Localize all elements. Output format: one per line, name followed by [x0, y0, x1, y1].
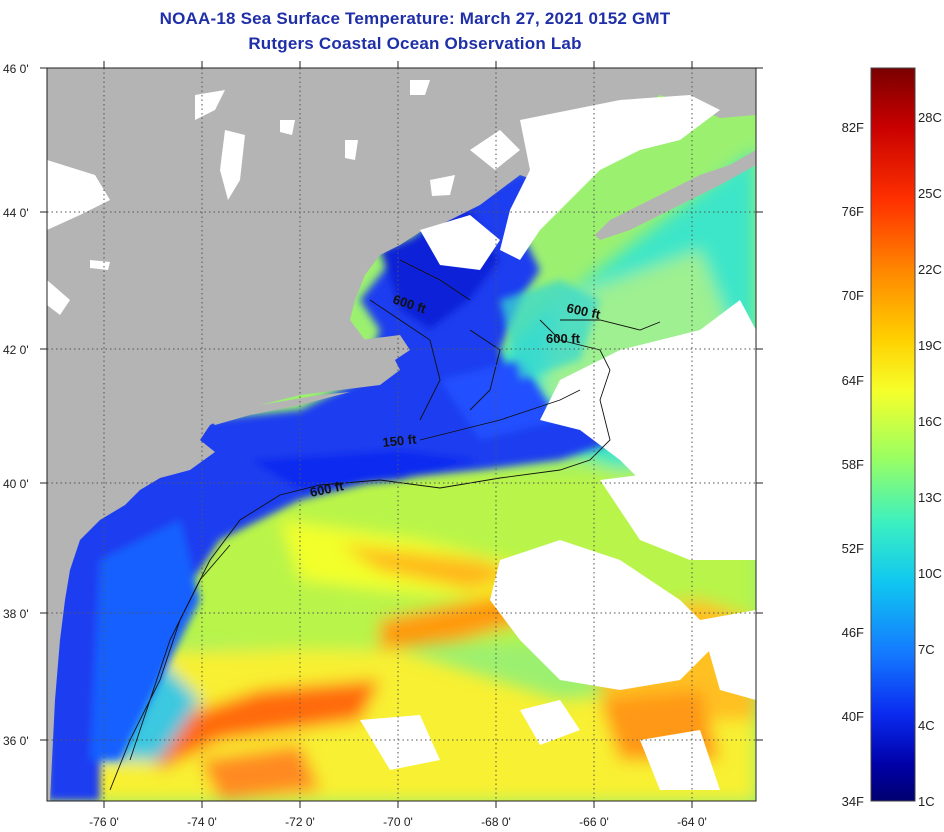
lon-label-72: -72 0' — [285, 815, 315, 829]
colorbar-label-c: 28C — [918, 110, 942, 125]
lat-label-44: 44 0' — [3, 206, 29, 220]
lat-label-40: 40 0' — [3, 477, 29, 491]
lat-label-46: 46 0' — [3, 62, 29, 76]
map-title: NOAA-18 Sea Surface Temperature: March 2… — [159, 9, 671, 28]
lat-label-42: 42 0' — [3, 343, 29, 357]
colorbar-f-labels: 82F 76F 70F 64F 58F 52F 46F 40F 34F — [842, 120, 864, 809]
colorbar — [870, 67, 916, 802]
lon-label-74: -74 0' — [187, 815, 217, 829]
colorbar-label-c: 19C — [918, 338, 942, 353]
colorbar-label-c: 13C — [918, 490, 942, 505]
colorbar-label-c: 4C — [918, 718, 935, 733]
graticule — [47, 68, 756, 801]
colorbar-c-labels: 28C 25C 22C 19C 16C 13C 10C 7C 4C 1C — [918, 110, 942, 809]
lon-label-68: -68 0' — [481, 815, 511, 829]
land — [47, 68, 756, 801]
colorbar-label-f: 46F — [842, 625, 864, 640]
colorbar-label-c: 25C — [918, 186, 942, 201]
colorbar-label-c: 1C — [918, 794, 935, 809]
colorbar-label-c: 16C — [918, 414, 942, 429]
cape-cod — [360, 335, 410, 360]
colorbar-label-f: 64F — [842, 373, 864, 388]
colorbar-label-c: 7C — [918, 642, 935, 657]
colorbar-label-f: 82F — [842, 120, 864, 135]
map-area — [47, 68, 756, 801]
map-subtitle: Rutgers Coastal Ocean Observation Lab — [248, 34, 582, 53]
colorbar-label-f: 58F — [842, 457, 864, 472]
colorbar-label-f: 34F — [842, 794, 864, 809]
nova-scotia — [595, 150, 756, 240]
long-island — [210, 392, 350, 425]
lon-label-70: -70 0' — [383, 815, 413, 829]
colorbar-label-f: 52F — [842, 541, 864, 556]
colorbar-label-f: 70F — [842, 288, 864, 303]
contour-label: 600 ft — [546, 331, 581, 346]
colorbar-label-f: 40F — [842, 709, 864, 724]
lat-label-38: 38 0' — [3, 607, 29, 621]
colorbar-label-c: 10C — [918, 566, 942, 581]
lat-label-36: 36 0' — [3, 734, 29, 748]
lon-label-76: -76 0' — [89, 815, 119, 829]
map-frame — [46, 67, 757, 802]
contour-label: 150 ft — [382, 431, 418, 450]
colorbar-label-f: 76F — [842, 204, 864, 219]
bathymetry-contours — [109, 259, 661, 791]
lon-label-64: -64 0' — [677, 815, 707, 829]
colorbar-label-c: 22C — [918, 262, 942, 277]
axis-ticks — [40, 61, 763, 808]
contour-label: 600 ft — [309, 478, 346, 500]
lon-label-66: -66 0' — [579, 815, 609, 829]
contour-label: 600 ft — [565, 300, 602, 322]
